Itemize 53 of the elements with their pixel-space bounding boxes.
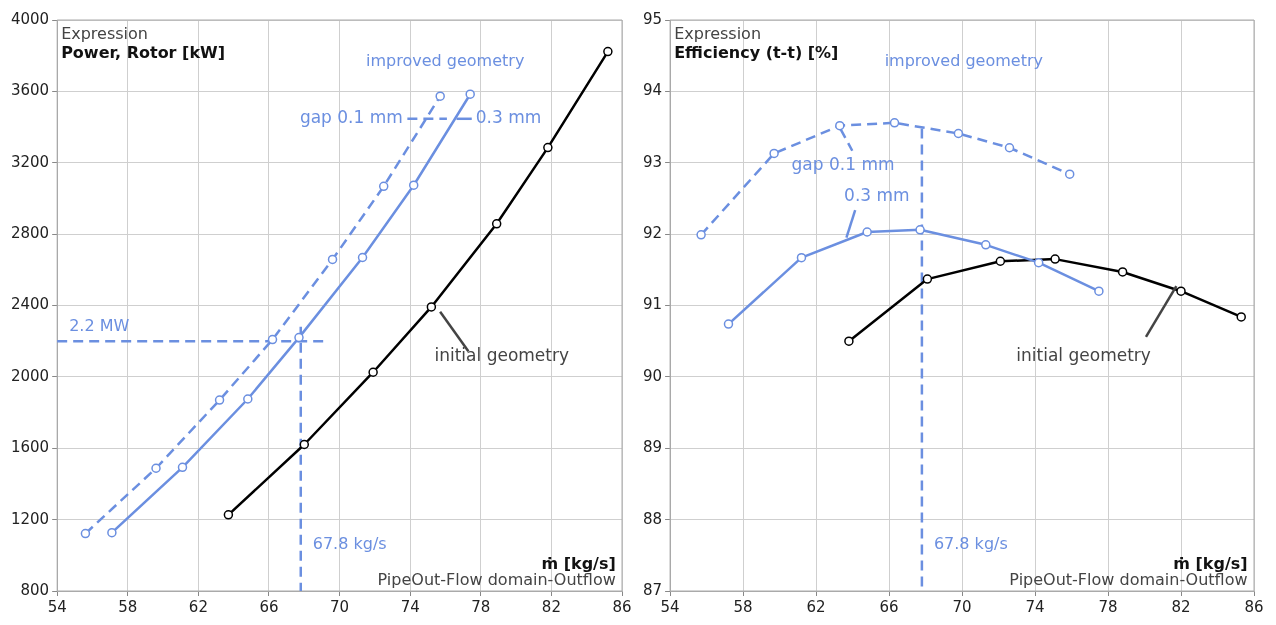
y-tick-label: 93 bbox=[642, 152, 663, 171]
y-tick-label: 4000 bbox=[10, 9, 50, 28]
x-axis-title: ṁ [kg/s] bbox=[1173, 554, 1248, 574]
x-tick-label: 82 bbox=[1171, 597, 1191, 616]
y-tick-label: 92 bbox=[642, 224, 663, 243]
y-tick-label: 800 bbox=[20, 580, 50, 599]
y-tick-label: 1600 bbox=[10, 438, 50, 457]
text: initial geometry bbox=[1016, 344, 1151, 365]
y-tick-label: 89 bbox=[642, 438, 663, 457]
y-tick-label: 95 bbox=[642, 9, 663, 28]
ref-line-label: 67.8 kg/s bbox=[312, 534, 387, 554]
annotation: Expression bbox=[61, 24, 148, 44]
y-axis-title: Power, Rotor [kW] bbox=[61, 42, 225, 62]
x-tick-label: 70 bbox=[330, 597, 350, 616]
y-tick-label: 94 bbox=[642, 81, 663, 100]
x-tick-label: 86 bbox=[1244, 597, 1264, 616]
x-tick-label: 66 bbox=[879, 597, 899, 616]
x-tick-label: 62 bbox=[188, 597, 208, 616]
x-tick-label: 54 bbox=[47, 597, 67, 616]
x-tick-label: 58 bbox=[118, 597, 138, 616]
x-tick-label: 78 bbox=[1098, 597, 1118, 616]
series-label: 0.3 mm bbox=[844, 184, 910, 205]
ref-line-label: 2.2 MW bbox=[69, 316, 130, 336]
x-tick-label: 74 bbox=[1025, 597, 1045, 616]
y-axis-title: Efficiency (t-t) [%] bbox=[674, 42, 839, 62]
series-label: initial geometry bbox=[434, 344, 570, 365]
annotation: Expression bbox=[674, 24, 762, 44]
x-tick-label: 62 bbox=[806, 597, 826, 616]
y-tick-label: 90 bbox=[642, 366, 663, 385]
x-tick-label: 54 bbox=[660, 597, 680, 616]
x-tick-label: 66 bbox=[259, 597, 279, 616]
series-label: gap 0.1 mm bbox=[299, 107, 403, 128]
y-tick-label: 2400 bbox=[10, 295, 50, 314]
x-tick-label: 78 bbox=[471, 597, 491, 616]
ref-line-label: 67.8 kg/s bbox=[933, 534, 1008, 554]
annotation: improved geometry bbox=[884, 50, 1043, 70]
legend-label: 0.3 mm bbox=[475, 107, 542, 128]
y-tick-label: 3600 bbox=[10, 81, 50, 100]
x-tick-label: 70 bbox=[952, 597, 972, 616]
x-axis-title: ṁ [kg/s] bbox=[541, 554, 616, 574]
legend-label: gap 0.1 mm bbox=[791, 154, 895, 175]
annotation: improved geometry bbox=[366, 50, 525, 70]
x-tick-label: 86 bbox=[612, 597, 632, 616]
y-tick-label: 2000 bbox=[10, 366, 50, 385]
y-tick-label: 3200 bbox=[10, 152, 50, 171]
x-tick-label: 58 bbox=[733, 597, 753, 616]
y-tick-label: 87 bbox=[642, 580, 663, 599]
y-tick-label: 2800 bbox=[10, 224, 50, 243]
y-tick-label: 88 bbox=[642, 509, 663, 528]
x-tick-label: 82 bbox=[541, 597, 561, 616]
y-tick-label: 1200 bbox=[10, 509, 50, 528]
x-tick-label: 74 bbox=[400, 597, 420, 616]
y-tick-label: 91 bbox=[642, 295, 663, 314]
